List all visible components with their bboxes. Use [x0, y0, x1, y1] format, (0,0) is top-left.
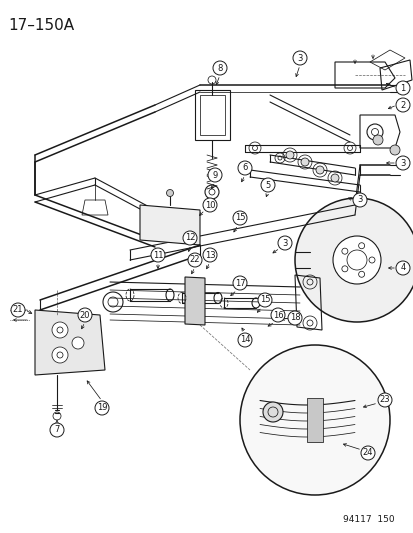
Circle shape	[72, 337, 84, 349]
Text: 21: 21	[13, 305, 23, 314]
Circle shape	[271, 308, 284, 322]
Circle shape	[395, 98, 409, 112]
Circle shape	[389, 145, 399, 155]
Circle shape	[188, 253, 202, 267]
Circle shape	[212, 61, 226, 75]
Circle shape	[395, 81, 409, 95]
Text: 4: 4	[399, 263, 405, 272]
Circle shape	[395, 261, 409, 275]
Text: 16: 16	[272, 311, 282, 319]
Text: 7: 7	[54, 425, 59, 434]
Circle shape	[372, 135, 382, 145]
Text: 13: 13	[204, 251, 215, 260]
Text: 22: 22	[189, 255, 200, 264]
Circle shape	[292, 51, 306, 65]
Circle shape	[233, 276, 247, 290]
Circle shape	[233, 211, 247, 225]
Circle shape	[202, 248, 216, 262]
Polygon shape	[140, 205, 199, 245]
Circle shape	[50, 423, 64, 437]
Circle shape	[395, 156, 409, 170]
Polygon shape	[185, 277, 204, 325]
Text: 15: 15	[259, 295, 270, 304]
Circle shape	[377, 393, 391, 407]
Text: 8: 8	[217, 63, 222, 72]
Text: 23: 23	[379, 395, 389, 405]
Circle shape	[151, 248, 165, 262]
Circle shape	[315, 166, 323, 174]
Circle shape	[287, 311, 301, 325]
Text: 15: 15	[234, 214, 244, 222]
Text: 10: 10	[204, 200, 215, 209]
Circle shape	[11, 303, 25, 317]
Circle shape	[262, 402, 282, 422]
Text: 24: 24	[362, 448, 373, 457]
Circle shape	[183, 231, 197, 245]
Text: 14: 14	[239, 335, 249, 344]
Text: 5: 5	[265, 181, 270, 190]
Text: 18: 18	[289, 313, 299, 322]
Polygon shape	[306, 398, 322, 442]
Circle shape	[95, 401, 109, 415]
Circle shape	[257, 293, 271, 307]
Circle shape	[166, 190, 173, 197]
Circle shape	[332, 236, 380, 284]
Circle shape	[330, 174, 338, 182]
Text: 17: 17	[234, 279, 245, 287]
Text: 20: 20	[80, 311, 90, 319]
Circle shape	[207, 168, 221, 182]
Text: 9: 9	[212, 171, 217, 180]
Text: 3: 3	[399, 158, 405, 167]
Circle shape	[300, 158, 308, 166]
Text: 11: 11	[152, 251, 163, 260]
Text: 94117  150: 94117 150	[342, 515, 394, 524]
Circle shape	[285, 151, 293, 159]
Text: 19: 19	[97, 403, 107, 413]
Polygon shape	[35, 310, 105, 375]
Text: 2: 2	[399, 101, 405, 109]
Circle shape	[260, 178, 274, 192]
Circle shape	[277, 236, 291, 250]
Circle shape	[237, 161, 252, 175]
Text: 3: 3	[356, 196, 362, 205]
Circle shape	[360, 446, 374, 460]
Text: 12: 12	[184, 233, 195, 243]
Text: 3: 3	[282, 238, 287, 247]
Text: 6: 6	[242, 164, 247, 173]
Circle shape	[78, 308, 92, 322]
Circle shape	[52, 347, 68, 363]
Text: 3: 3	[297, 53, 302, 62]
Circle shape	[294, 198, 413, 322]
Circle shape	[352, 193, 366, 207]
Circle shape	[52, 322, 68, 338]
Circle shape	[237, 333, 252, 347]
Circle shape	[202, 198, 216, 212]
Text: 1: 1	[399, 84, 405, 93]
Text: 17–150A: 17–150A	[8, 18, 74, 33]
Circle shape	[240, 345, 389, 495]
